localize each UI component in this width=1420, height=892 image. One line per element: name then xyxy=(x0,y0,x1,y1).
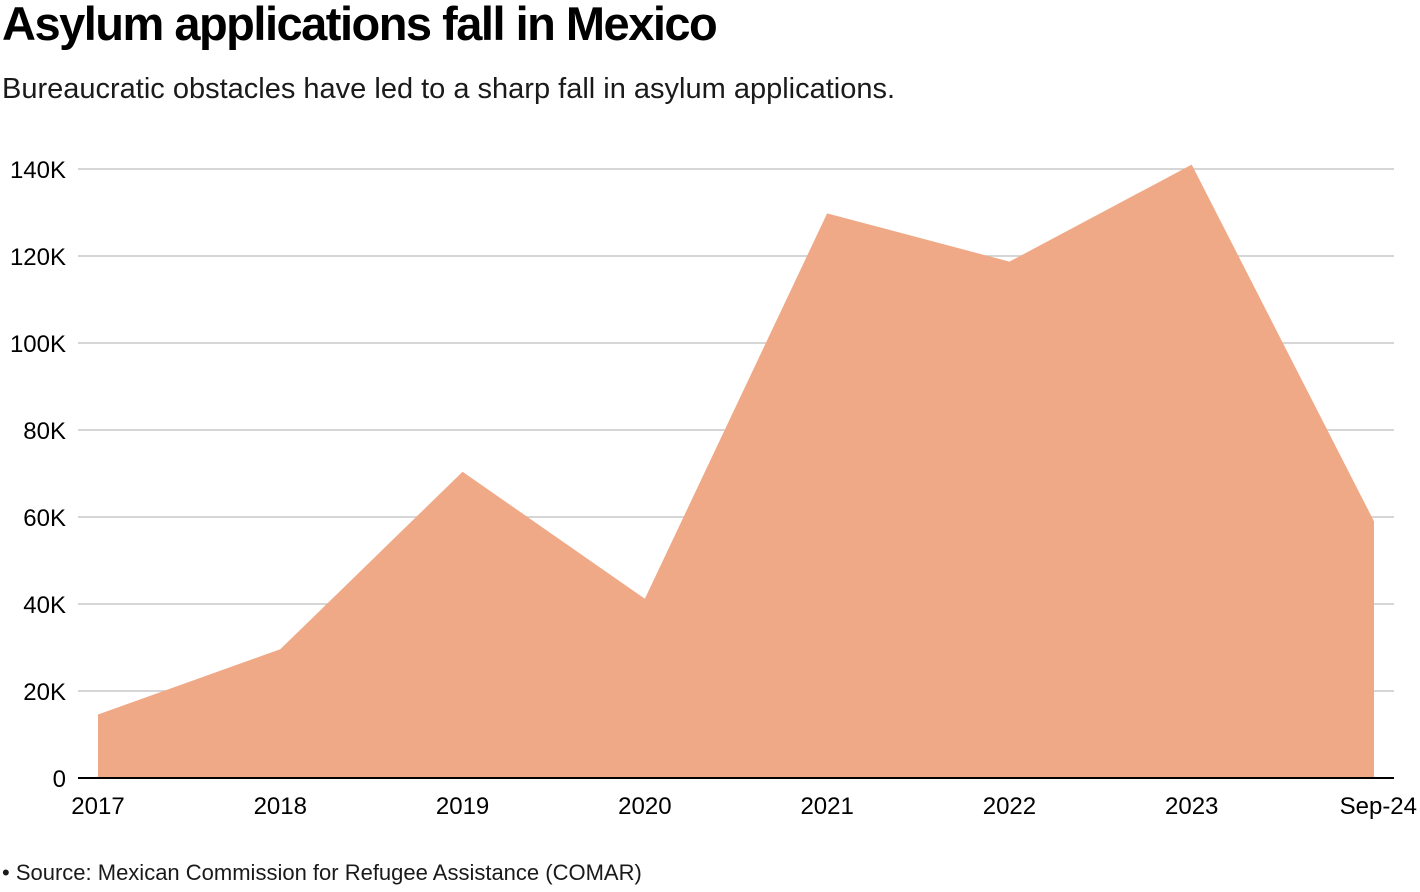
y-tick-label: 120K xyxy=(10,244,66,271)
x-tick-label: Sep-24 xyxy=(1340,793,1417,820)
x-tick-label: 2022 xyxy=(983,793,1036,820)
area-series xyxy=(98,164,1374,778)
y-tick-label: 60K xyxy=(23,505,66,532)
y-tick-label: 140K xyxy=(10,157,66,184)
x-tick-label: 2021 xyxy=(800,793,853,820)
x-tick-label: 2020 xyxy=(618,793,671,820)
x-tick-label: 2017 xyxy=(71,793,124,820)
y-tick-label: 100K xyxy=(10,331,66,358)
chart-subtitle: Bureaucratic obstacles have led to a sha… xyxy=(2,73,896,105)
chart-title: Asylum applications fall in Mexico xyxy=(2,0,718,50)
x-tick-label: 2023 xyxy=(1165,793,1218,820)
y-tick-label: 80K xyxy=(23,418,66,445)
y-tick-label: 0 xyxy=(53,766,66,793)
y-tick-label: 20K xyxy=(23,679,66,706)
x-tick-label: 2019 xyxy=(436,793,489,820)
source-note: • Source: Mexican Commission for Refugee… xyxy=(2,860,642,885)
y-tick-label: 40K xyxy=(23,592,66,619)
x-tick-label: 2018 xyxy=(254,793,307,820)
